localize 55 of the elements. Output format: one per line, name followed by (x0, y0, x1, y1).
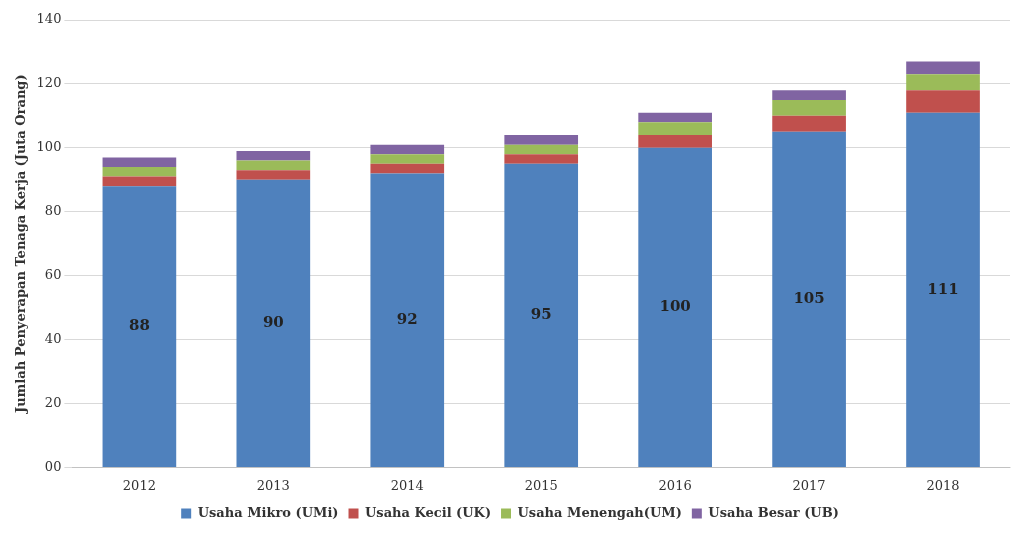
bar (236, 170, 311, 180)
y-tick-label: 40 (44, 330, 62, 346)
bar (370, 173, 445, 467)
legend-label: Usaha Kecil (UK) (365, 504, 492, 520)
data-label: 92 (396, 310, 418, 329)
y-axis-title: Jumlah Penyerapan Tenaga Kerja (Juta Orang) (13, 74, 29, 414)
bar (504, 144, 579, 155)
legend-label: Usaha Besar (UB) (708, 504, 839, 520)
data-label: 105 (793, 289, 825, 308)
bar (102, 176, 177, 187)
bar (638, 122, 712, 136)
bar (906, 90, 980, 113)
bar (504, 154, 579, 164)
data-label: 95 (530, 305, 552, 324)
bar (102, 167, 177, 177)
bar (772, 99, 846, 116)
bar (638, 112, 712, 123)
data-label: 100 (659, 297, 691, 316)
bar (236, 151, 311, 161)
bar (370, 163, 445, 174)
x-tick-label: 2012 (122, 477, 156, 493)
bar (906, 74, 980, 91)
bar (906, 112, 980, 467)
bar (236, 160, 311, 171)
bar (638, 135, 712, 148)
bar (102, 157, 177, 167)
bar (102, 186, 177, 467)
bar (772, 131, 846, 467)
y-tick-label: 120 (36, 75, 62, 91)
data-label: 88 (128, 316, 150, 335)
legend-label: Usaha Menengah(UM) (517, 504, 682, 520)
y-tick-label: 140 (36, 11, 62, 27)
y-tick-label: 00 (44, 458, 62, 474)
bar (504, 163, 579, 467)
y-tick-label: 60 (44, 267, 62, 283)
bar (772, 90, 846, 100)
data-label: 90 (262, 313, 284, 332)
x-tick-label: 2018 (926, 477, 960, 493)
legend-label: Usaha Mikro (UMi) (197, 504, 339, 520)
bar (504, 135, 579, 145)
bar (370, 144, 445, 155)
bar (772, 115, 846, 132)
x-tick-label: 2017 (792, 477, 826, 493)
x-tick-label: 2016 (658, 477, 692, 493)
y-tick-label: 20 (44, 394, 62, 410)
bar (638, 147, 712, 467)
bar (906, 61, 980, 75)
x-tick-label: 2014 (390, 477, 424, 493)
x-tick-label: 2015 (524, 477, 558, 493)
x-tick-label: 2013 (256, 477, 290, 493)
data-label: 111 (927, 279, 959, 298)
bar (236, 179, 311, 467)
y-tick-label: 80 (44, 203, 62, 219)
bar (370, 154, 445, 164)
y-tick-label: 100 (36, 139, 62, 155)
